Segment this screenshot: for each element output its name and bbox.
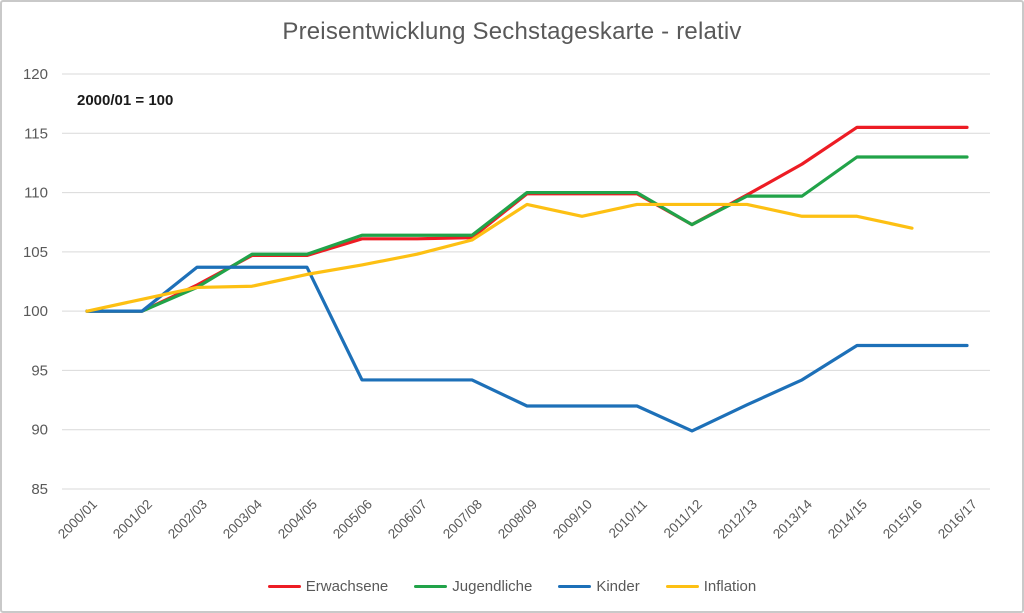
legend-label-erwachsene: Erwachsene — [305, 578, 389, 595]
y-axis-tick-label: 110 — [24, 185, 48, 202]
legend-swatch-erwachsene — [267, 585, 301, 588]
x-axis-tick-label: 2015/16 — [880, 497, 925, 542]
legend-item-erwachsene: Erwachsene — [267, 578, 389, 595]
x-axis-tick-label: 2008/09 — [495, 497, 540, 542]
x-axis-tick-label: 2007/08 — [440, 497, 485, 542]
y-axis-tick-label: 90 — [31, 422, 48, 439]
x-axis-tick-label: 2014/15 — [825, 497, 870, 542]
x-axis-tick-label: 2011/12 — [661, 497, 705, 541]
x-axis-tick-label: 2010/11 — [606, 497, 650, 541]
y-axis-tick-label: 85 — [31, 481, 48, 498]
x-axis-tick-label: 2016/17 — [935, 497, 980, 542]
legend-item-kinder: Kinder — [558, 578, 640, 595]
legend-swatch-kinder — [558, 585, 592, 588]
series-line-inflation — [85, 202, 914, 313]
x-axis-tick-label: 2009/10 — [550, 497, 595, 542]
legend-swatch-jugendliche — [414, 585, 448, 588]
series-line-erwachsene — [85, 125, 969, 313]
legend-item-jugendliche: Jugendliche — [414, 578, 532, 595]
x-axis-tick-label: 2000/01 — [55, 497, 100, 542]
legend-swatch-inflation — [665, 585, 699, 588]
y-axis-tick-label: 100 — [23, 303, 48, 320]
x-axis-tick-label: 2012/13 — [715, 497, 760, 542]
x-axis-tick-label: 2006/07 — [385, 497, 430, 542]
x-axis-tick-label: 2002/03 — [165, 497, 210, 542]
x-axis-tick-label: 2004/05 — [275, 497, 320, 542]
legend-label-inflation: Inflation — [703, 578, 757, 595]
chart-legend: Erwachsene Jugendliche Kinder Inflation — [2, 578, 1022, 595]
legend-label-kinder: Kinder — [596, 578, 640, 595]
x-axis-tick-label: 2005/06 — [330, 497, 375, 542]
x-axis-tick-label: 2003/04 — [220, 496, 265, 541]
y-axis-tick-label: 120 — [23, 66, 48, 83]
chart-annotation: 2000/01 = 100 — [77, 92, 174, 109]
x-axis-tick-label: 2013/14 — [770, 496, 815, 541]
legend-label-jugendliche: Jugendliche — [452, 578, 533, 595]
y-axis-tick-label: 95 — [31, 362, 48, 379]
legend-item-inflation: Inflation — [665, 578, 757, 595]
series-line-jugendliche — [85, 155, 969, 313]
series-line-kinder — [85, 265, 969, 433]
y-axis-tick-label: 115 — [24, 125, 48, 142]
x-axis-tick-label: 2001/02 — [110, 497, 155, 542]
y-axis-tick-label: 105 — [23, 244, 48, 261]
chart-title: Preisentwicklung Sechstageskarte - relat… — [282, 18, 742, 45]
